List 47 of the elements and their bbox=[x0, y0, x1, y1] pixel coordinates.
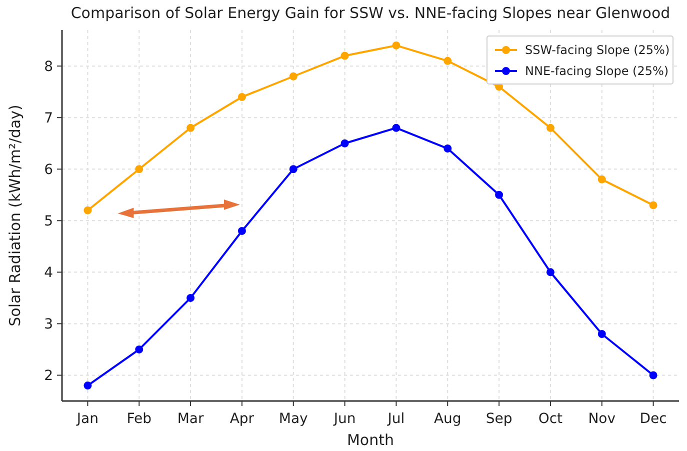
x-tick-label: Oct bbox=[538, 411, 564, 427]
x-tick-label: May bbox=[278, 411, 308, 427]
point bbox=[392, 124, 400, 132]
x-tick-label: Apr bbox=[230, 411, 254, 427]
x-tick-label: Jul bbox=[386, 411, 405, 427]
point bbox=[289, 72, 298, 80]
x-tick-label: Jun bbox=[332, 411, 356, 427]
point bbox=[649, 201, 658, 210]
y-tick-label: 6 bbox=[44, 162, 54, 178]
y-tick-label: 2 bbox=[44, 368, 53, 384]
y-tick-label: 3 bbox=[44, 316, 53, 333]
x-tick-label: Jan bbox=[76, 411, 99, 427]
x-tick-label: Feb bbox=[126, 411, 152, 427]
point bbox=[135, 165, 144, 174]
x-tick-label: Aug bbox=[434, 411, 462, 427]
x-axis-title: Month bbox=[346, 431, 394, 449]
point bbox=[340, 139, 349, 148]
point bbox=[84, 206, 92, 214]
point bbox=[546, 124, 554, 132]
y-tick-label: 8 bbox=[44, 58, 53, 75]
chart-title: Comparison of Solar Energy Gain for SSW vs. NNE-facing Slopes near Glenwood bbox=[70, 4, 670, 22]
y-tick-label: 4 bbox=[44, 265, 54, 282]
legend-label: SSW-facing Slope (25%) bbox=[525, 43, 670, 58]
point bbox=[135, 345, 144, 354]
y-tick-label: 7 bbox=[44, 110, 53, 126]
point bbox=[392, 41, 400, 50]
x-tick-label: Mar bbox=[177, 411, 204, 427]
point bbox=[289, 165, 298, 174]
point bbox=[186, 294, 195, 302]
legend-label: NNE-facing Slope (25%) bbox=[525, 64, 669, 78]
point bbox=[598, 330, 606, 338]
y-axis-title: Solar Radiation (kWh/m²/day) bbox=[6, 104, 24, 326]
point bbox=[238, 226, 246, 235]
x-tick-label: Sep bbox=[486, 411, 512, 427]
y-tick-label: 5 bbox=[44, 214, 53, 230]
point bbox=[340, 52, 349, 60]
point bbox=[598, 175, 606, 184]
x-tick-label: Nov bbox=[588, 411, 616, 427]
point bbox=[444, 144, 452, 153]
point bbox=[649, 371, 658, 380]
x-tick-label: Dec bbox=[640, 411, 667, 427]
point bbox=[444, 56, 452, 65]
point bbox=[84, 382, 92, 390]
point bbox=[546, 268, 554, 276]
point bbox=[186, 124, 195, 132]
point bbox=[495, 190, 504, 199]
point bbox=[238, 92, 246, 101]
